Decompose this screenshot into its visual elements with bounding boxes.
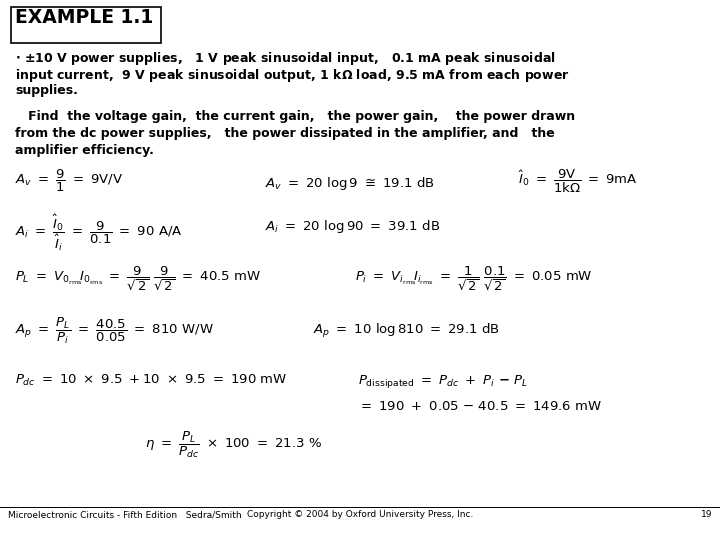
Text: $A_i\ =\ 20\ \log 90\ =\ \mathrm{39.1\ dB}$: $A_i\ =\ 20\ \log 90\ =\ \mathrm{39.1\ d… [265, 218, 440, 235]
Text: $P_L\ =\ V_{0_\mathrm{rms}}\!I_{0_\mathrm{rms}}\ =\ \dfrac{9}{\sqrt{2}}\ \dfrac{: $P_L\ =\ V_{0_\mathrm{rms}}\!I_{0_\mathr… [15, 265, 261, 293]
Text: $A_i\ =\ \dfrac{\hat{I}_0}{\hat{I}_i}\ =\ \dfrac{9}{0.1}\ =\ \mathrm{90\ A/A}$: $A_i\ =\ \dfrac{\hat{I}_0}{\hat{I}_i}\ =… [15, 212, 183, 253]
Text: $P_\mathrm{dissipated}\ =\ P_{dc}\ +\ P_i\ \mathbf{-}\ P_L$: $P_\mathrm{dissipated}\ =\ P_{dc}\ +\ P_… [358, 373, 528, 390]
Text: $A_v\ =\ 20\ \log 9\ \cong\ \mathrm{19.1\ dB}$: $A_v\ =\ 20\ \log 9\ \cong\ \mathrm{19.1… [265, 175, 435, 192]
Text: $\mathbf{\bullet}$ $\mathbf{\pm}$10 V power supplies,   1 V peak sinusoidal inpu: $\mathbf{\bullet}$ $\mathbf{\pm}$10 V po… [15, 50, 556, 67]
Text: Copyright © 2004 by Oxford University Press, Inc.: Copyright © 2004 by Oxford University Pr… [247, 510, 473, 519]
Text: $=\ 190\ +\ 0.05\ \mathrm{-}\ 40.5\ =\ \mathrm{149.6\ mW}$: $=\ 190\ +\ 0.05\ \mathrm{-}\ 40.5\ =\ \… [358, 400, 602, 413]
Text: $A_p\ =\ 10\ \log 810\ =\ \mathrm{29.1\ dB}$: $A_p\ =\ 10\ \log 810\ =\ \mathrm{29.1\ … [313, 322, 500, 340]
Text: $A_v\ =\ \dfrac{9}{1}\ =\ \mathrm{9V/V}$: $A_v\ =\ \dfrac{9}{1}\ =\ \mathrm{9V/V}$ [15, 168, 123, 194]
Text: Find  the voltage gain,  the current gain,   the power gain,    the power drawn: Find the voltage gain, the current gain,… [15, 110, 575, 123]
Text: Microelectronic Circuits - Fifth Edition   Sedra/Smith: Microelectronic Circuits - Fifth Edition… [8, 510, 242, 519]
Text: $\eta\ =\ \dfrac{P_L}{P_{dc}}\ \times\ 100\ =\ \mathrm{21.3\ \%}$: $\eta\ =\ \dfrac{P_L}{P_{dc}}\ \times\ 1… [145, 430, 322, 460]
Text: $\hat{I}_0\ =\ \dfrac{\mathrm{9V}}{\mathrm{1k\Omega}}\ =\ \mathrm{9mA}$: $\hat{I}_0\ =\ \dfrac{\mathrm{9V}}{\math… [518, 168, 637, 195]
FancyBboxPatch shape [11, 7, 161, 43]
Text: 19: 19 [701, 510, 712, 519]
Text: $A_p\ =\ \dfrac{P_L}{P_i}\ =\ \dfrac{40.5}{0.05}\ =\ \mathrm{810\ W/W}$: $A_p\ =\ \dfrac{P_L}{P_i}\ =\ \dfrac{40.… [15, 316, 214, 346]
Text: input current,  9 V peak sinusoidal output, 1 k$\mathbf{\Omega}$ load, 9.5 mA fr: input current, 9 V peak sinusoidal outpu… [15, 67, 570, 84]
Text: amplifier efficiency.: amplifier efficiency. [15, 144, 154, 157]
Text: $P_i\ =\ V_{i_\mathrm{rms}}\!I_{i_\mathrm{rms}}\ =\ \dfrac{1}{\sqrt{2}}\ \dfrac{: $P_i\ =\ V_{i_\mathrm{rms}}\!I_{i_\mathr… [355, 265, 593, 293]
Text: EXAMPLE 1.1: EXAMPLE 1.1 [15, 8, 153, 27]
Text: supplies.: supplies. [15, 84, 78, 97]
Text: from the dc power supplies,   the power dissipated in the amplifier, and   the: from the dc power supplies, the power di… [15, 127, 554, 140]
Text: $P_{dc}\ =\ 10\ \times\ 9.5\ +10\ \times\ 9.5\ =\ \mathrm{190\ mW}$: $P_{dc}\ =\ 10\ \times\ 9.5\ +10\ \times… [15, 373, 287, 388]
